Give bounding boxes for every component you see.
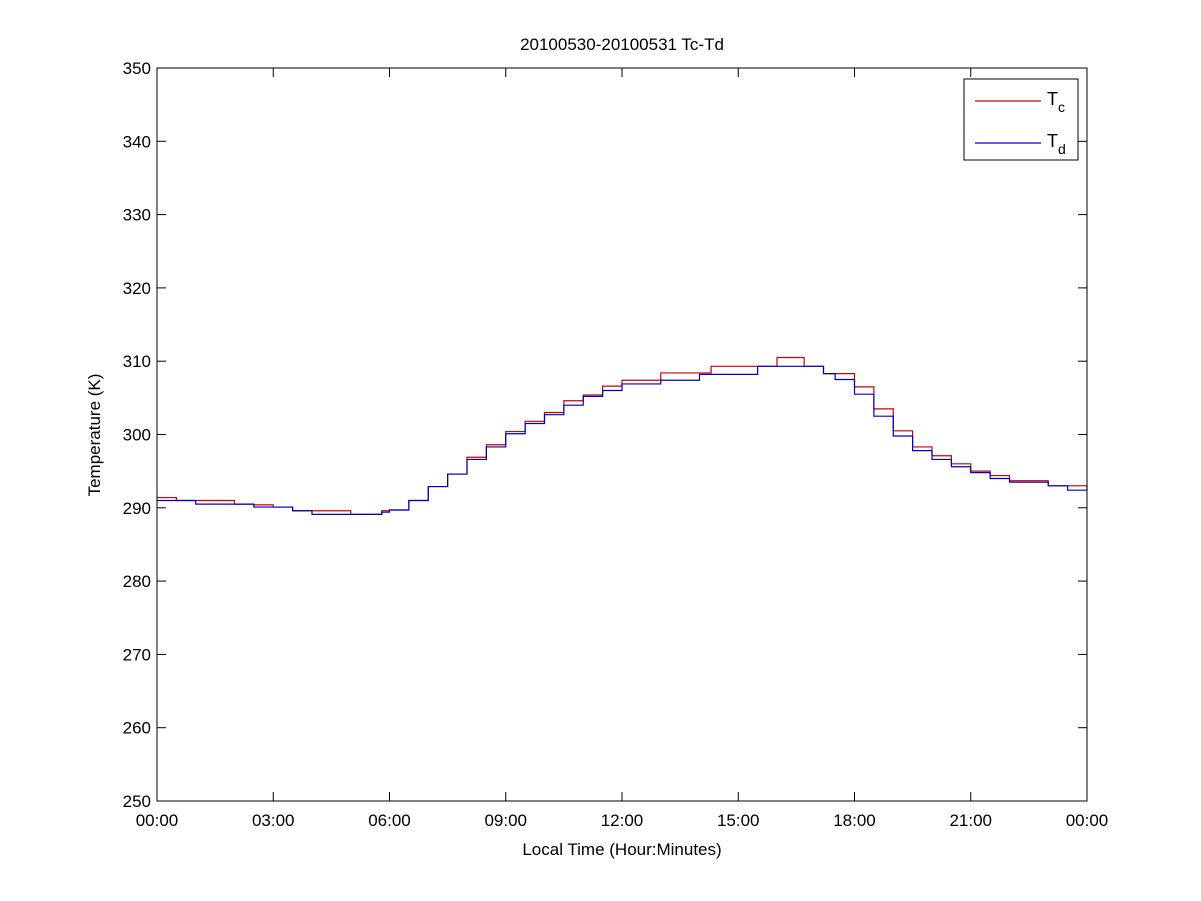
y-tick-label: 320 <box>123 279 151 298</box>
x-tick-label: 09:00 <box>484 811 527 830</box>
x-tick-label: 06:00 <box>368 811 411 830</box>
legend-label: Tc <box>1047 89 1065 115</box>
y-tick-label: 310 <box>123 352 151 371</box>
y-tick-label: 280 <box>123 572 151 591</box>
series-line-Tc <box>157 356 1088 515</box>
y-tick-label: 340 <box>123 132 151 151</box>
x-axis-label: Local Time (Hour:Minutes) <box>522 840 721 859</box>
legend-label: Td <box>1047 131 1066 157</box>
x-tick-label: 15:00 <box>717 811 760 830</box>
y-tick-label: 300 <box>123 426 151 445</box>
series-line-Td <box>157 365 1087 515</box>
x-tick-label: 00:00 <box>136 811 179 830</box>
x-tick-label: 00:00 <box>1066 811 1109 830</box>
legend-box <box>963 78 1079 161</box>
y-tick-label: 350 <box>123 59 151 78</box>
y-tick-label: 290 <box>123 499 151 518</box>
x-tick-label: 18:00 <box>833 811 876 830</box>
y-tick-label: 250 <box>123 792 151 811</box>
x-tick-label: 12:00 <box>601 811 644 830</box>
y-tick-label: 270 <box>123 645 151 664</box>
y-axis-label: Temperature (K) <box>85 374 104 497</box>
axis-ticks: 00:00 03:00 06:00 09:00 12:00 15:00 18:00 21:00… <box>123 59 1109 830</box>
chart-title: 20100530-20100531 Tc-Td <box>520 35 724 54</box>
x-tick-label: 03:00 <box>252 811 295 830</box>
x-tick-label: 21:00 <box>949 811 992 830</box>
y-tick-label: 260 <box>123 719 151 738</box>
plot-area-frame <box>156 67 1088 802</box>
legend: Tc Td <box>963 78 1079 161</box>
y-tick-label: 330 <box>123 206 151 225</box>
series-layer <box>157 356 1088 515</box>
